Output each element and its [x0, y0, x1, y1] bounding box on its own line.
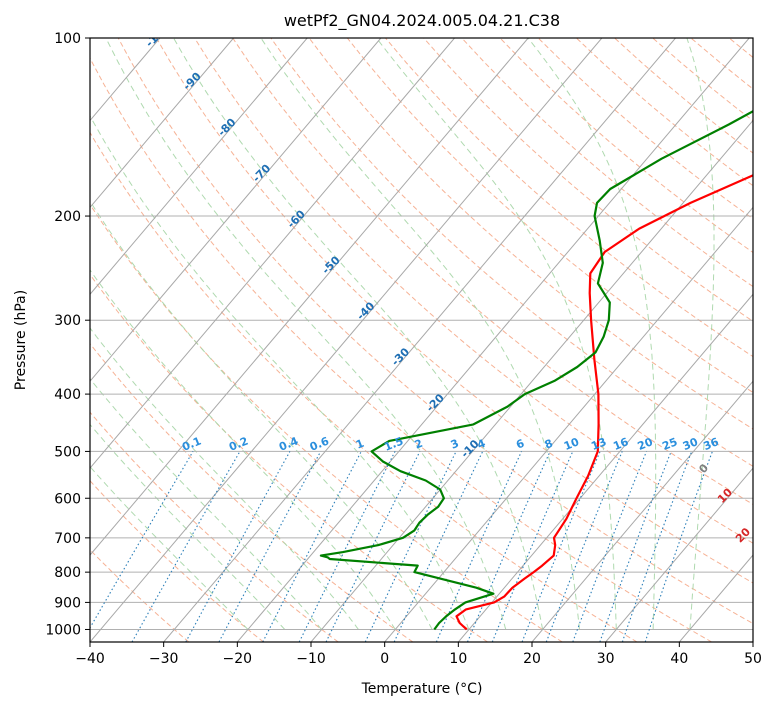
y-tick-label: 800 — [54, 565, 81, 581]
y-tick-label: 500 — [54, 444, 81, 460]
moist-adiabat — [90, 423, 286, 630]
dry-adiabat — [90, 479, 264, 642]
temperature-profile — [455, 174, 753, 631]
isotherm-gridline — [531, 380, 753, 642]
isotherm-gridline — [457, 293, 753, 642]
isotherm-gridline — [90, 38, 603, 642]
dry-adiabat — [117, 38, 753, 625]
mixing-ratio-line — [572, 451, 648, 642]
x-tick-label: 10 — [449, 651, 467, 667]
dry-adiabat — [155, 38, 753, 584]
mixing-ratio-label: 8 — [543, 437, 555, 452]
mixing-ratio-line — [545, 451, 623, 642]
dry-adiabat — [308, 38, 753, 430]
chart-title: wetPf2_GN04.2024.005.04.21.C38 — [284, 11, 560, 31]
y-tick-label: 1000 — [45, 622, 81, 638]
x-tick-label: 0 — [380, 651, 389, 667]
mixing-ratio-line — [218, 451, 322, 642]
x-tick-label: 40 — [670, 651, 688, 667]
adiabat-label: 30 — [756, 559, 775, 579]
y-tick-label: 400 — [54, 387, 81, 403]
y-tick-label: 100 — [54, 31, 81, 47]
moist-adiabat — [260, 38, 580, 630]
moist-adiabat — [686, 38, 715, 630]
dry-adiabat — [423, 38, 753, 322]
x-tick-label: −40 — [75, 651, 105, 667]
moist-adiabat — [376, 38, 617, 630]
isotherm-gridline — [0, 38, 13, 642]
mixing-ratio-line — [599, 451, 672, 642]
x-tick-label: 50 — [744, 651, 762, 667]
dry-adiabat — [461, 38, 753, 288]
dry-adiabat — [232, 38, 753, 505]
isotherm-gridline — [752, 641, 753, 642]
moist-adiabat — [90, 114, 470, 630]
plot-frame — [89, 37, 754, 643]
moist-adiabat — [527, 38, 657, 630]
mixing-ratio-line — [466, 451, 551, 642]
moist-adiabat — [90, 269, 396, 630]
mixing-ratio-label: 1 — [354, 437, 366, 452]
mixing-ratio-label: 3 — [449, 437, 461, 452]
mixing-ratio-line — [325, 451, 421, 642]
mixing-ratio-line — [185, 451, 291, 642]
isotherm-gridline — [310, 119, 753, 642]
mixing-ratio-label: 25 — [660, 435, 679, 453]
data-lines — [319, 110, 753, 631]
isotherm-gridline — [236, 38, 750, 642]
plot-area — [90, 38, 753, 642]
x-tick-label: 20 — [523, 651, 541, 667]
y-tick-label: 600 — [54, 491, 81, 507]
x-tick-label: −20 — [223, 651, 253, 667]
x-tick-label: −30 — [149, 651, 179, 667]
mixing-ratio-label: 16 — [611, 435, 630, 453]
isotherm-gridline — [90, 38, 455, 469]
background-lines — [0, 38, 775, 642]
dry-adiabat — [90, 273, 488, 642]
mixing-ratio-line — [491, 451, 574, 642]
x-axis-label: Temperature (°C) — [361, 681, 483, 697]
dry-adiabat — [767, 38, 775, 642]
isotherm-gridline — [90, 38, 529, 556]
isotherm-gridline — [90, 38, 308, 296]
moist-adiabat — [90, 377, 322, 630]
isotherm-gridline — [90, 38, 382, 383]
x-tick-label: 30 — [597, 651, 615, 667]
mixing-ratio-label: 10 — [562, 435, 581, 453]
y-tick-label: 900 — [54, 595, 81, 611]
moist-adiabat — [90, 327, 359, 630]
dry-adiabat — [90, 131, 638, 642]
adiabat-label: -100 — [143, 21, 172, 50]
isotherm-gridline — [384, 206, 753, 642]
moist-adiabat — [173, 38, 544, 630]
y-tick-label: 200 — [54, 209, 81, 225]
mixing-ratio-line — [298, 451, 396, 642]
x-tick-label: −10 — [296, 651, 326, 667]
mixing-ratio-line — [621, 451, 693, 642]
moist-adiabat — [90, 200, 433, 630]
mixing-ratio-line — [435, 451, 523, 642]
mixing-ratio-label: 30 — [681, 435, 700, 453]
y-axis-label: Pressure (hPa) — [13, 290, 29, 390]
dewpoint-profile — [319, 110, 753, 631]
mixing-ratio-label: 20 — [636, 435, 655, 453]
mixing-ratio-label: 2 — [413, 437, 425, 452]
y-tick-label: 700 — [54, 531, 81, 547]
dry-adiabat — [90, 411, 339, 642]
mixing-ratio-line — [644, 451, 713, 642]
mixing-ratio-line — [131, 451, 241, 642]
mixing-ratio-label: 36 — [702, 435, 721, 453]
isotherm-gridline — [90, 38, 234, 209]
moist-adiabat — [90, 465, 249, 630]
mixing-ratio-label: 13 — [589, 435, 608, 453]
mixing-ratio-line — [521, 451, 601, 642]
dry-adiabat — [385, 38, 753, 358]
isotherm-gridline — [163, 38, 676, 642]
moist-adiabat — [105, 38, 507, 630]
isotherm-gridline — [605, 467, 753, 642]
y-tick-label: 300 — [54, 313, 81, 329]
axis-ticks: −40 −30 −20 −10 0 10 20 30 40 50 100 200 300 400 500 60… — [45, 31, 762, 667]
